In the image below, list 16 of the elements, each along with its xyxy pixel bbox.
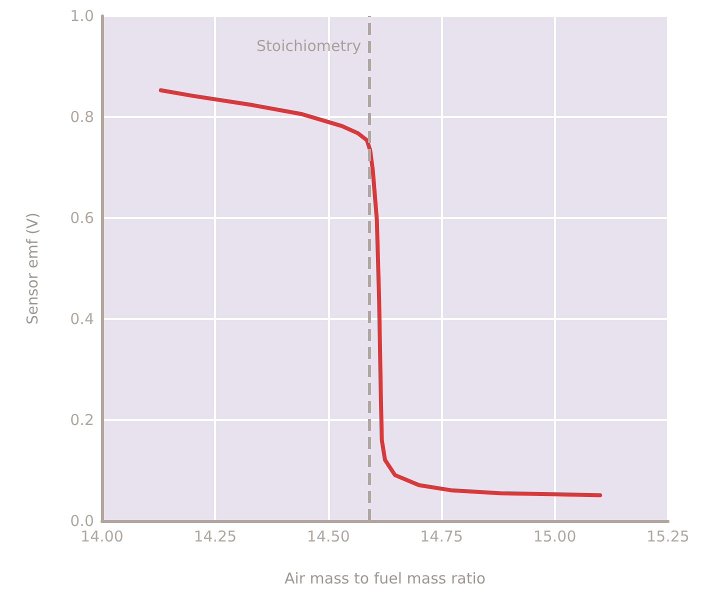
line-series [158,88,602,498]
x-axis-title: Air mass to fuel mass ratio [284,570,486,588]
y-axis-title: Sensor emf (V) [24,212,42,325]
x-tick-label: 14.25 [194,528,237,546]
y-tick-label: 0.8 [70,108,94,126]
y-tick-label: 1.0 [70,7,94,25]
ref-line-label: Stoichiometry [256,37,362,55]
y-tick-label: 0.0 [70,512,94,530]
x-tick-label: 14.75 [420,528,464,546]
x-tick-label: 15.25 [646,528,690,546]
y-tick-label: 0.6 [70,209,94,227]
x-tick-label: 14.50 [306,528,350,546]
y-tick-label: 0.2 [70,411,94,429]
y-tick-label: 0.4 [70,310,94,328]
x-tick-label: 14.00 [80,528,124,546]
x-tick-label: 15.00 [533,528,576,546]
